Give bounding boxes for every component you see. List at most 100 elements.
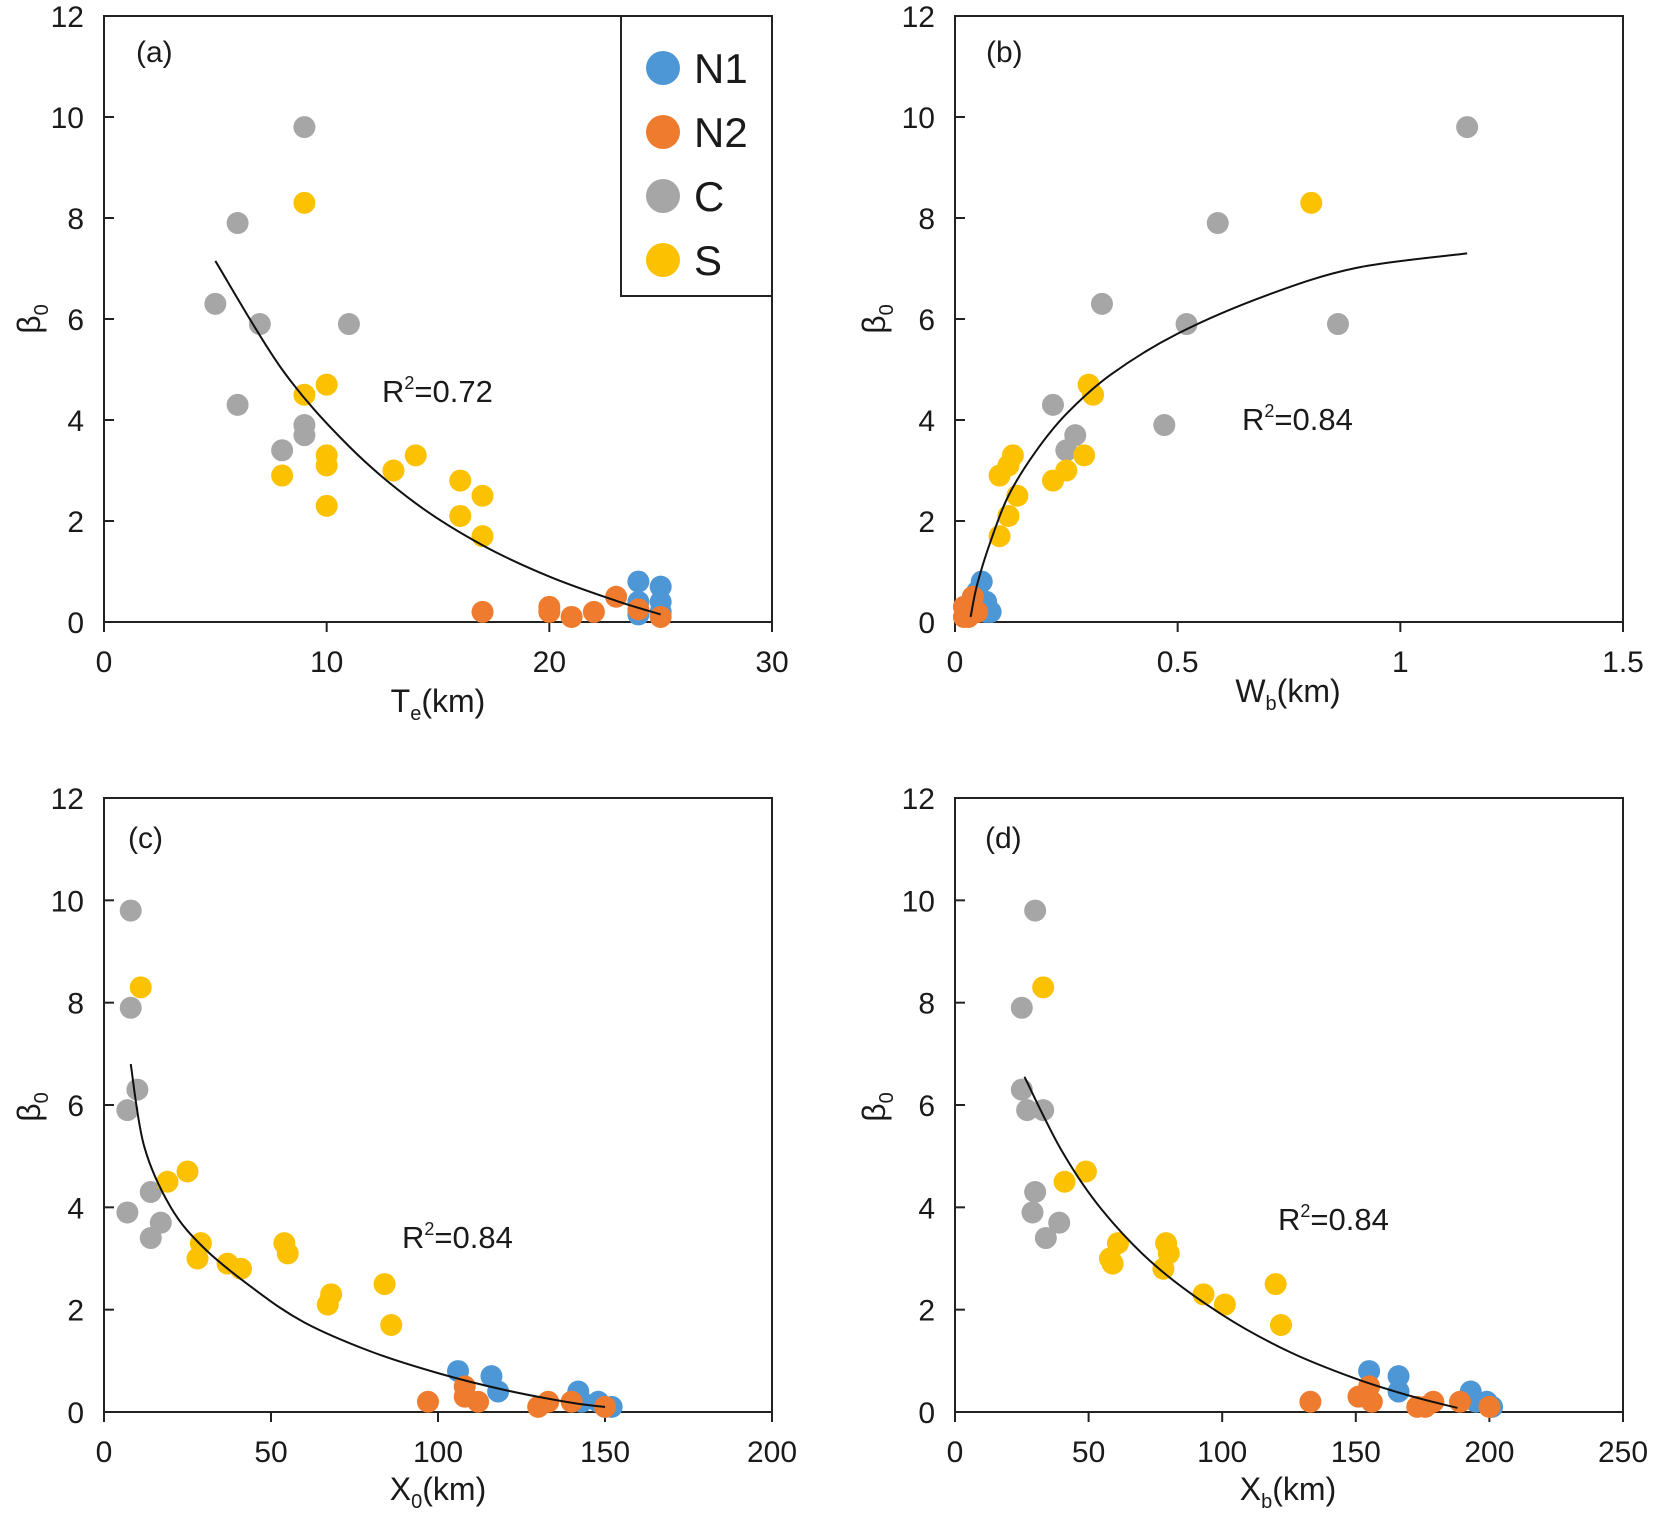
- x-tick-label: 100: [1197, 1436, 1247, 1469]
- data-point-s: [1213, 1293, 1236, 1316]
- x-tick-label: 1.5: [1602, 646, 1644, 679]
- y-tick-label: 2: [918, 1295, 935, 1328]
- legend-label-s: S: [694, 237, 722, 284]
- data-point-c: [1153, 414, 1176, 437]
- y-tick-label: 8: [918, 988, 935, 1021]
- legend: N1 N2 CS: [620, 15, 773, 297]
- data-point-n2: [1478, 1395, 1501, 1418]
- data-point-n2: [560, 1390, 583, 1413]
- x-tick-label: 100: [413, 1436, 463, 1469]
- data-point-s: [186, 1247, 209, 1270]
- data-point-n1: [649, 575, 672, 598]
- x-axis-label: Wb(km): [1235, 673, 1340, 715]
- data-point-n2: [416, 1390, 439, 1413]
- series-c: [1041, 116, 1479, 462]
- data-point-n1: [487, 1380, 510, 1403]
- r-squared-sup: 2: [1300, 1201, 1310, 1221]
- y-tick-label: 8: [67, 988, 84, 1021]
- data-point-n1: [1358, 1360, 1381, 1383]
- y-axis-label-main: β: [856, 315, 892, 333]
- y-tick-label: 12: [51, 783, 84, 816]
- r-squared-value: =0.84: [434, 1220, 512, 1255]
- r-squared-annotation: R2=0.84: [1242, 401, 1353, 437]
- data-point-c: [119, 996, 142, 1019]
- y-tick-label: 4: [67, 1192, 84, 1225]
- plot-frame: [954, 15, 1624, 623]
- y-axis-label: β0: [856, 1092, 898, 1122]
- r-squared-annotation: R2=0.84: [1278, 1201, 1389, 1237]
- x-axis-label: X0(km): [390, 1471, 486, 1513]
- y-axis-label-main: β: [11, 1103, 47, 1121]
- legend-marker-c: [646, 179, 680, 213]
- legend-marker-n2: [646, 115, 680, 149]
- x-axis-label-main: T: [391, 683, 411, 719]
- data-point-c: [204, 292, 227, 315]
- series-c: [1010, 899, 1071, 1250]
- x-tick-label: 50: [1072, 1436, 1105, 1469]
- x-axis-label-unit: (km): [422, 1471, 486, 1507]
- data-point-s: [1264, 1273, 1287, 1296]
- series-s: [1032, 976, 1292, 1337]
- data-point-s: [988, 464, 1011, 487]
- r-squared-sup: 2: [424, 1219, 434, 1239]
- x-tick-label: 30: [755, 646, 788, 679]
- data-point-c: [248, 313, 271, 336]
- data-point-s: [229, 1257, 252, 1280]
- data-point-n2: [952, 605, 975, 628]
- y-tick-label: 10: [51, 885, 84, 918]
- x-axis-label-main: X: [1240, 1471, 1261, 1507]
- series-s: [271, 191, 494, 548]
- data-point-s: [471, 525, 494, 548]
- y-tick-label: 2: [67, 506, 84, 539]
- data-point-c: [1055, 439, 1078, 462]
- r-squared-value: =0.84: [1310, 1202, 1388, 1237]
- x-tick-label: 250: [1598, 1436, 1648, 1469]
- y-axis-label: β0: [11, 1092, 53, 1122]
- data-point-n2: [1299, 1390, 1322, 1413]
- data-point-s: [315, 373, 338, 396]
- y-tick-label: 0: [67, 607, 84, 640]
- data-point-c: [1021, 1201, 1044, 1224]
- y-tick-label: 6: [918, 304, 935, 337]
- y-axis-label-main: β: [856, 1103, 892, 1121]
- data-point-c: [139, 1180, 162, 1203]
- y-tick-label: 4: [67, 405, 84, 438]
- data-point-c: [1048, 1211, 1071, 1234]
- data-point-s: [1101, 1252, 1124, 1275]
- legend-label-c: C: [694, 173, 724, 220]
- x-axis-label: Te(km): [391, 683, 486, 725]
- data-point-n2: [1360, 1390, 1383, 1413]
- x-tick-label: 0: [947, 1436, 964, 1469]
- r-squared-sup: 2: [1264, 401, 1274, 421]
- data-point-s: [471, 484, 494, 507]
- data-point-n2: [471, 600, 494, 623]
- data-point-s: [1152, 1257, 1175, 1280]
- x-axis-label-sub: e: [410, 703, 421, 725]
- data-point-n2: [649, 605, 672, 628]
- data-point-s: [449, 504, 472, 527]
- y-tick-label: 12: [51, 1, 84, 34]
- data-point-s: [271, 464, 294, 487]
- data-point-n2: [467, 1390, 490, 1413]
- x-axis-label-unit: (km): [1277, 673, 1341, 709]
- data-point-c: [226, 212, 249, 235]
- x-axis-label-unit: (km): [421, 683, 485, 719]
- data-point-n2: [560, 605, 583, 628]
- r-squared-value: =0.84: [1274, 402, 1352, 437]
- data-point-c: [1041, 393, 1064, 416]
- x-axis-label-sub: 0: [411, 1491, 422, 1513]
- x-axis-label-main: X: [390, 1471, 411, 1507]
- x-tick-label: 10: [310, 646, 343, 679]
- data-point-c: [293, 424, 316, 447]
- data-point-c: [293, 116, 316, 139]
- x-tick-label: 1: [1392, 646, 1409, 679]
- y-tick-label: 6: [67, 1090, 84, 1123]
- data-point-c: [116, 1201, 139, 1224]
- data-point-s: [276, 1242, 299, 1265]
- data-point-s: [1082, 383, 1105, 406]
- data-point-c: [126, 1078, 149, 1101]
- fit-curve: [1023, 1076, 1458, 1409]
- r-squared-sup: 2: [404, 373, 414, 393]
